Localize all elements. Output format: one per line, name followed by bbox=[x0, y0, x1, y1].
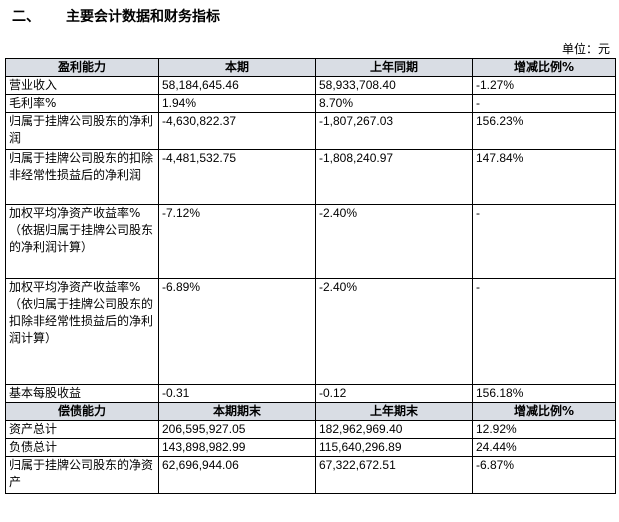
change-value: - bbox=[472, 278, 616, 385]
change-value: -6.87% bbox=[472, 456, 616, 494]
change-value: -1.27% bbox=[472, 76, 616, 95]
prior-value: -2.40% bbox=[315, 204, 473, 279]
header-cell: 盈利能力 bbox=[5, 58, 159, 77]
header-cell: 增减比例% bbox=[472, 402, 616, 421]
section-title: 主要会计数据和财务指标 bbox=[66, 9, 220, 25]
prior-value: -2.40% bbox=[315, 278, 473, 385]
current-value: 143,898,982.99 bbox=[158, 438, 316, 457]
header-cell: 增减比例% bbox=[472, 58, 616, 77]
change-value: - bbox=[472, 94, 616, 113]
change-value: 24.44% bbox=[472, 438, 616, 457]
solvency-header-row: 偿债能力 本期期末 上年期末 增减比例% bbox=[5, 402, 616, 421]
change-value: 12.92% bbox=[472, 420, 616, 439]
table-row: 毛利率% 1.94% 8.70% - bbox=[5, 94, 616, 113]
prior-value: -1,808,240.97 bbox=[315, 149, 473, 205]
unit-label: 单位：元 bbox=[561, 42, 610, 56]
current-value: 62,696,944.06 bbox=[158, 456, 316, 494]
current-value: -0.31 bbox=[158, 384, 316, 403]
row-label: 归属于挂牌公司股东的扣除非经常性损益后的净利润 bbox=[5, 149, 159, 205]
change-value: 156.23% bbox=[472, 112, 616, 150]
header-cell: 上年期末 bbox=[315, 402, 473, 421]
header-cell: 本期 bbox=[158, 58, 316, 77]
row-label: 加权平均净资产收益率%（依据归属于挂牌公司股东的净利润计算） bbox=[5, 204, 159, 279]
current-value: 1.94% bbox=[158, 94, 316, 113]
table-row: 归属于挂牌公司股东的净资产 62,696,944.06 67,322,672.5… bbox=[5, 456, 616, 494]
row-label: 毛利率% bbox=[5, 94, 159, 113]
current-value: -6.89% bbox=[158, 278, 316, 385]
table-row: 加权平均净资产收益率%（依据归属于挂牌公司股东的净利润计算） -7.12% -2… bbox=[5, 204, 616, 279]
prior-value: -1,807,267.03 bbox=[315, 112, 473, 150]
row-label: 基本每股收益 bbox=[5, 384, 159, 403]
row-label: 资产总计 bbox=[5, 420, 159, 439]
change-value: 147.84% bbox=[472, 149, 616, 205]
header-cell: 偿债能力 bbox=[5, 402, 159, 421]
prior-value: 58,933,708.40 bbox=[315, 76, 473, 95]
row-label: 营业收入 bbox=[5, 76, 159, 95]
row-label: 归属于挂牌公司股东的净利润 bbox=[5, 112, 159, 150]
section-number: 二、 bbox=[12, 8, 40, 24]
header-cell: 本期期末 bbox=[158, 402, 316, 421]
prior-value: 182,962,969.40 bbox=[315, 420, 473, 439]
table-row: 归属于挂牌公司股东的净利润 -4,630,822.37 -1,807,267.0… bbox=[5, 112, 616, 150]
current-value: 58,184,645.46 bbox=[158, 76, 316, 95]
current-value: -4,630,822.37 bbox=[158, 112, 316, 150]
section-heading: 二、 主要会计数据和财务指标 bbox=[12, 6, 220, 26]
prior-value: -0.12 bbox=[315, 384, 473, 403]
prior-value: 67,322,672.51 bbox=[315, 456, 473, 494]
current-value: -4,481,532.75 bbox=[158, 149, 316, 205]
financial-indicators-table: 盈利能力 本期 上年同期 增减比例% 营业收入 58,184,645.46 58… bbox=[5, 58, 616, 494]
profit-header-row: 盈利能力 本期 上年同期 增减比例% bbox=[5, 58, 616, 77]
prior-value: 8.70% bbox=[315, 94, 473, 113]
table-row: 营业收入 58,184,645.46 58,933,708.40 -1.27% bbox=[5, 76, 616, 95]
table-row: 负债总计 143,898,982.99 115,640,296.89 24.44… bbox=[5, 438, 616, 457]
row-label: 负债总计 bbox=[5, 438, 159, 457]
change-value: - bbox=[472, 204, 616, 279]
table-row: 归属于挂牌公司股东的扣除非经常性损益后的净利润 -4,481,532.75 -1… bbox=[5, 149, 616, 205]
current-value: -7.12% bbox=[158, 204, 316, 279]
current-value: 206,595,927.05 bbox=[158, 420, 316, 439]
table-row: 资产总计 206,595,927.05 182,962,969.40 12.92… bbox=[5, 420, 616, 439]
header-cell: 上年同期 bbox=[315, 58, 473, 77]
table-row: 加权平均净资产收益率%（依归属于挂牌公司股东的扣除非经常性损益后的净利润计算） … bbox=[5, 278, 616, 385]
table-row: 基本每股收益 -0.31 -0.12 156.18% bbox=[5, 384, 616, 403]
row-label: 归属于挂牌公司股东的净资产 bbox=[5, 456, 159, 494]
row-label: 加权平均净资产收益率%（依归属于挂牌公司股东的扣除非经常性损益后的净利润计算） bbox=[5, 278, 159, 385]
change-value: 156.18% bbox=[472, 384, 616, 403]
prior-value: 115,640,296.89 bbox=[315, 438, 473, 457]
